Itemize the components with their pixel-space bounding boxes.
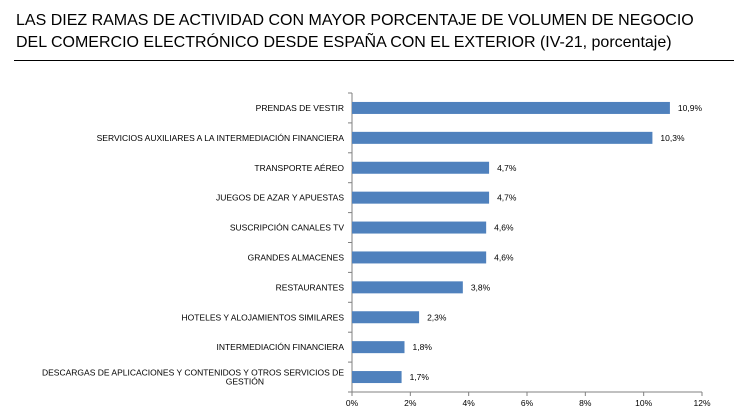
bar: [352, 191, 490, 204]
x-tick-label: 6%: [521, 398, 534, 408]
category-label: INTERMEDIACIÓN FINANCIERA: [216, 342, 344, 352]
chart-title-line-2: DEL COMERCIO ELECTRÓNICO DESDE ESPAÑA CO…: [16, 34, 672, 51]
data-label: 1,7%: [410, 372, 430, 382]
data-label: 3,8%: [471, 282, 491, 292]
bar: [352, 311, 420, 324]
data-label: 10,9%: [678, 103, 703, 113]
data-label: 4,7%: [497, 193, 517, 203]
category-label: DESCARGAS DE APLICACIONES Y CONTENIDOS Y…: [42, 368, 344, 378]
x-tick-label: 2%: [404, 398, 417, 408]
category-label: JUEGOS DE AZAR Y APUESTAS: [216, 193, 344, 203]
bar: [352, 221, 487, 234]
bar: [352, 101, 670, 114]
data-label: 2,3%: [427, 312, 447, 322]
title-divider: [14, 60, 734, 61]
chart-title-line-1: LAS DIEZ RAMAS DE ACTIVIDAD CON MAYOR PO…: [16, 12, 694, 29]
chart-title: LAS DIEZ RAMAS DE ACTIVIDAD CON MAYOR PO…: [16, 10, 731, 54]
x-tick-label: 4%: [463, 398, 476, 408]
x-tick-label: 12%: [693, 398, 710, 408]
category-label: TRANSPORTE AÉREO: [254, 163, 344, 173]
x-tick-label: 10%: [635, 398, 652, 408]
x-tick-label: 0%: [346, 398, 359, 408]
category-label: GESTIÓN: [226, 377, 264, 387]
category-label: SUSCRIPCIÓN CANALES TV: [230, 223, 344, 233]
bar: [352, 371, 402, 384]
data-label: 1,8%: [413, 342, 433, 352]
bar: [352, 161, 490, 174]
category-label: SERVICIOS AUXILIARES A LA INTERMEDIACIÓN…: [97, 133, 345, 143]
data-label: 10,3%: [660, 133, 685, 143]
category-label: GRANDES ALMACENES: [248, 252, 345, 262]
category-label: HOTELES Y ALOJAMIENTOS SIMILARES: [181, 312, 344, 322]
bar: [352, 341, 405, 354]
category-label: RESTAURANTES: [276, 282, 345, 292]
bar: [352, 281, 463, 294]
data-label: 4,6%: [494, 223, 514, 233]
data-label: 4,7%: [497, 163, 517, 173]
category-label: PRENDAS DE VESTIR: [256, 103, 344, 113]
data-label: 4,6%: [494, 252, 514, 262]
x-tick-label: 8%: [579, 398, 592, 408]
bar: [352, 131, 653, 144]
bar: [352, 251, 487, 264]
